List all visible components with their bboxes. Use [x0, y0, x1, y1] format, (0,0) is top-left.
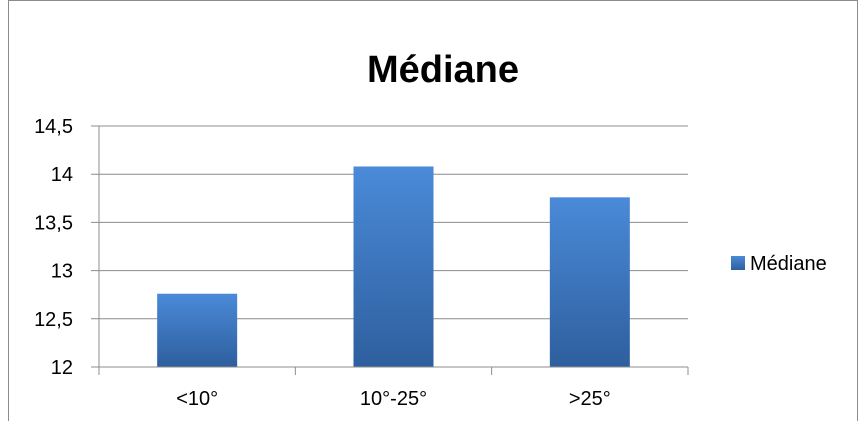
y-tick-label: 12 [51, 357, 73, 379]
y-tick-label: 13,5 [34, 212, 73, 234]
legend: Médiane [731, 253, 827, 275]
y-tick-label: 12,5 [34, 309, 73, 331]
y-tick-label: 14 [51, 164, 73, 186]
bar [353, 166, 434, 367]
y-tick-label: 14,5 [34, 116, 73, 138]
x-tick-label: 10°-25° [360, 388, 427, 410]
bar [157, 293, 238, 367]
y-axis-ticks: 12 12,5 13 13,5 14 14,5 [34, 116, 73, 379]
legend-label: Médiane [750, 253, 827, 275]
chart-frame [8, 0, 858, 421]
x-tick-label: >25° [569, 388, 611, 410]
y-tick-label: 13 [51, 261, 73, 283]
x-tick-label: <10° [176, 388, 218, 410]
bar [549, 197, 630, 367]
bars [157, 166, 630, 367]
x-axis: <10° 10°-25° >25° [98, 366, 689, 410]
legend-swatch [731, 256, 745, 270]
chart-title: Médiane [367, 49, 519, 91]
